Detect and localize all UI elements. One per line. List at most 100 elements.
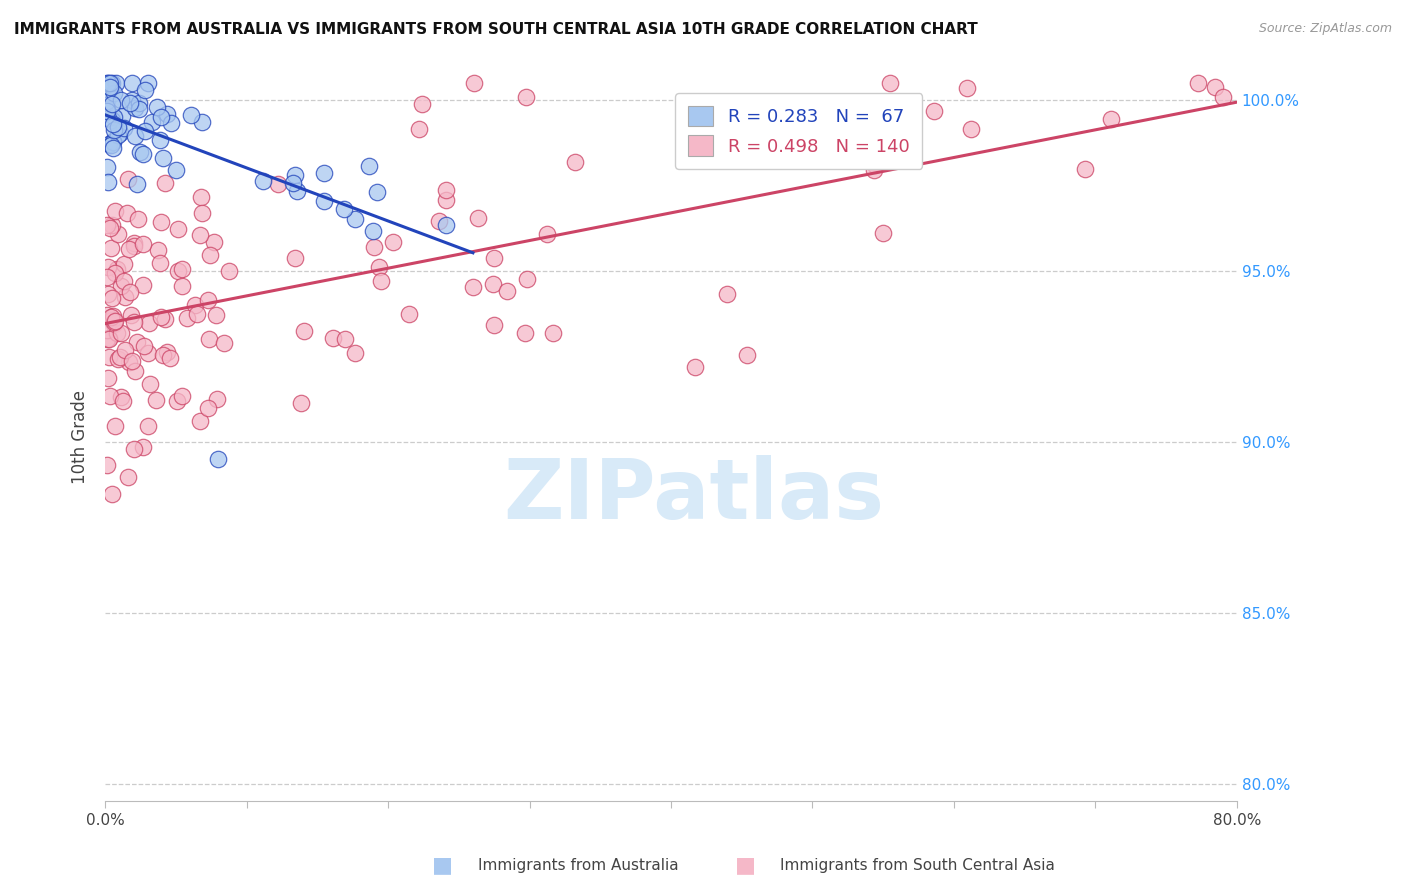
Point — [183, 298, 205, 312]
Point — [515, 90, 537, 104]
Point — [543, 326, 565, 341]
Point — [516, 272, 538, 286]
Point — [1099, 112, 1122, 126]
Point — [344, 345, 367, 359]
Point — [107, 120, 129, 134]
Point — [314, 166, 336, 180]
Point — [152, 151, 174, 165]
Point — [153, 312, 176, 326]
Point — [122, 442, 145, 457]
Point — [148, 243, 170, 257]
Point — [872, 227, 894, 241]
Point — [496, 284, 519, 298]
Point — [141, 115, 163, 129]
Point — [166, 393, 188, 408]
Point — [132, 277, 155, 292]
Point — [285, 184, 308, 198]
Point — [186, 307, 208, 321]
Point — [100, 76, 122, 90]
Point — [97, 286, 120, 301]
Point — [463, 76, 485, 90]
Point — [1187, 76, 1209, 90]
Point — [284, 252, 307, 266]
Point — [103, 111, 125, 125]
Point — [879, 76, 901, 90]
Point — [103, 318, 125, 332]
Point — [96, 308, 118, 322]
Point — [191, 206, 214, 220]
Point — [1074, 161, 1097, 176]
Point — [100, 241, 122, 255]
Point — [104, 314, 127, 328]
Point — [96, 102, 118, 116]
Point — [294, 324, 316, 338]
Point — [150, 310, 173, 324]
Point — [716, 286, 738, 301]
Point — [121, 76, 143, 90]
Point — [197, 401, 219, 416]
Point — [112, 257, 135, 271]
Point — [96, 332, 118, 346]
Point — [922, 103, 945, 118]
Point — [101, 218, 124, 232]
Point — [180, 107, 202, 121]
Point — [190, 228, 212, 243]
Point — [117, 470, 139, 484]
Point — [128, 95, 150, 110]
Point — [322, 331, 344, 345]
Point — [122, 239, 145, 253]
Point — [132, 147, 155, 161]
Point — [204, 308, 226, 322]
Point — [134, 124, 156, 138]
Point — [335, 332, 357, 346]
Point — [97, 260, 120, 274]
Point — [398, 307, 420, 321]
Point — [101, 487, 124, 501]
Point — [100, 113, 122, 128]
Point — [108, 350, 131, 364]
Point — [138, 76, 160, 90]
Point — [148, 255, 170, 269]
Point — [104, 266, 127, 280]
Point — [359, 159, 381, 173]
Point — [134, 83, 156, 97]
Point — [145, 392, 167, 407]
Text: IMMIGRANTS FROM AUSTRALIA VS IMMIGRANTS FROM SOUTH CENTRAL ASIA 10TH GRADE CORRE: IMMIGRANTS FROM AUSTRALIA VS IMMIGRANTS … — [14, 22, 977, 37]
Point — [132, 339, 155, 353]
Point — [284, 168, 307, 182]
Point — [101, 135, 124, 149]
Point — [101, 117, 124, 131]
Text: Immigrants from Australia: Immigrants from Australia — [478, 858, 679, 872]
Point — [252, 174, 274, 188]
Point — [117, 206, 139, 220]
Point — [370, 274, 392, 288]
Text: ■: ■ — [735, 855, 755, 875]
Point — [97, 370, 120, 384]
Point — [124, 102, 146, 116]
Point — [101, 76, 124, 90]
Point — [363, 240, 385, 254]
Point — [159, 116, 181, 130]
Point — [107, 351, 129, 366]
Point — [513, 326, 536, 340]
Point — [122, 315, 145, 329]
Point — [112, 274, 135, 288]
Point — [101, 141, 124, 155]
Point — [434, 183, 457, 197]
Y-axis label: 10th Grade: 10th Grade — [72, 390, 89, 484]
Point — [117, 172, 139, 186]
Point — [467, 211, 489, 226]
Point — [114, 290, 136, 304]
Point — [332, 202, 354, 216]
Point — [482, 277, 505, 292]
Point — [101, 97, 124, 112]
Point — [103, 315, 125, 329]
Point — [124, 129, 146, 144]
Point — [98, 332, 121, 346]
Point — [411, 97, 433, 112]
Point — [112, 120, 135, 135]
Point — [152, 348, 174, 362]
Point — [131, 440, 153, 454]
Point — [118, 95, 141, 110]
Point — [96, 323, 118, 337]
